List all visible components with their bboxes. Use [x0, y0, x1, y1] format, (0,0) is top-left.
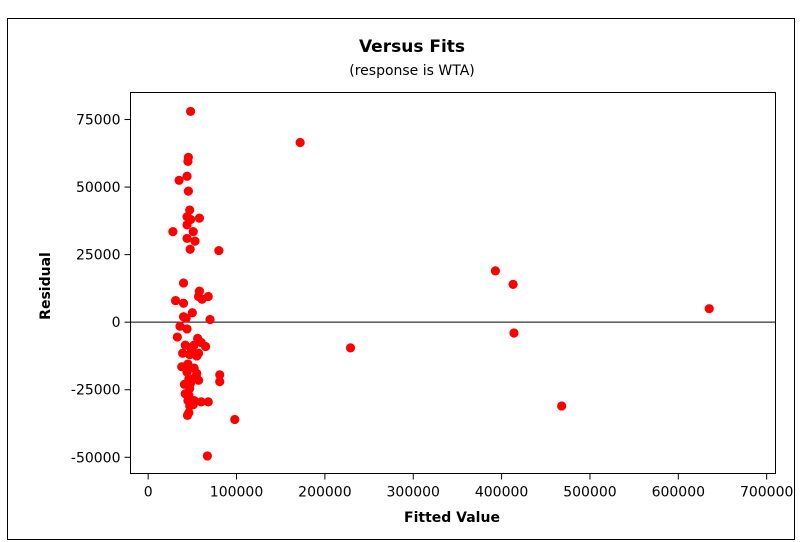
data-point: [182, 410, 193, 421]
data-point: [178, 298, 189, 308]
x-tick-label: 100000: [210, 485, 263, 501]
data-point: [188, 227, 198, 237]
data-point: [187, 308, 197, 318]
data-point: [704, 304, 714, 314]
x-axis: 0 100000 200000 300000 400000 500000 600000 700…: [144, 473, 793, 501]
x-tick-label: 300000: [387, 485, 440, 501]
data-point: [203, 397, 213, 407]
data-point: [175, 321, 185, 331]
x-tick-label: 700000: [740, 485, 793, 501]
data-point: [202, 451, 212, 461]
data-point: [181, 313, 191, 323]
y-tick-label: -25000: [71, 383, 121, 399]
data-point: [183, 186, 193, 196]
x-tick-label: 400000: [475, 485, 528, 501]
x-tick-label: 500000: [563, 485, 616, 501]
data-point: [182, 171, 192, 181]
data-point: [182, 324, 192, 334]
x-tick-label: 0: [144, 485, 153, 501]
y-tick-label: 50000: [76, 180, 121, 196]
chart-title: Versus Fits: [359, 37, 465, 57]
data-point: [196, 397, 206, 407]
data-point: [509, 328, 519, 338]
data-point: [557, 401, 567, 411]
chart-subtitle: (response is WTA): [349, 63, 474, 79]
data-point: [182, 233, 192, 244]
data-point: [188, 399, 198, 410]
y-tick-label: 25000: [76, 248, 121, 264]
data-point: [185, 244, 195, 254]
y-tick-label: 75000: [76, 113, 121, 129]
data-point: [194, 213, 205, 223]
data-point: [190, 236, 200, 246]
data-point: [172, 332, 182, 342]
data-point: [182, 220, 192, 230]
data-point: [508, 279, 518, 289]
data-point: [168, 227, 178, 237]
data-point: [490, 266, 501, 276]
data-point: [214, 245, 224, 256]
data-point: [183, 156, 193, 167]
data-point: [203, 291, 213, 302]
data-point: [201, 341, 211, 352]
data-point: [170, 295, 181, 306]
data-point: [174, 175, 184, 185]
x-tick-label: 600000: [652, 485, 705, 501]
data-point: [193, 375, 204, 385]
data-point: [193, 348, 204, 358]
data-point: [215, 370, 225, 380]
data-point: [215, 377, 225, 387]
data-point: [178, 348, 188, 358]
y-tick-label: 0: [112, 315, 121, 331]
y-tick-label: -50000: [71, 450, 121, 466]
plot-area: [130, 92, 776, 474]
data-points: [168, 106, 714, 461]
x-axis-label: Fitted Value: [404, 510, 500, 526]
y-axis-label: Residual: [38, 252, 54, 320]
data-point: [178, 278, 189, 288]
data-point: [185, 106, 196, 117]
data-point: [205, 314, 215, 325]
x-tick-label: 200000: [298, 485, 351, 501]
data-point: [345, 343, 356, 353]
data-point: [295, 137, 305, 148]
y-axis: -50000 -25000 0 25000 50000 75000: [71, 113, 131, 466]
data-point: [230, 414, 240, 425]
